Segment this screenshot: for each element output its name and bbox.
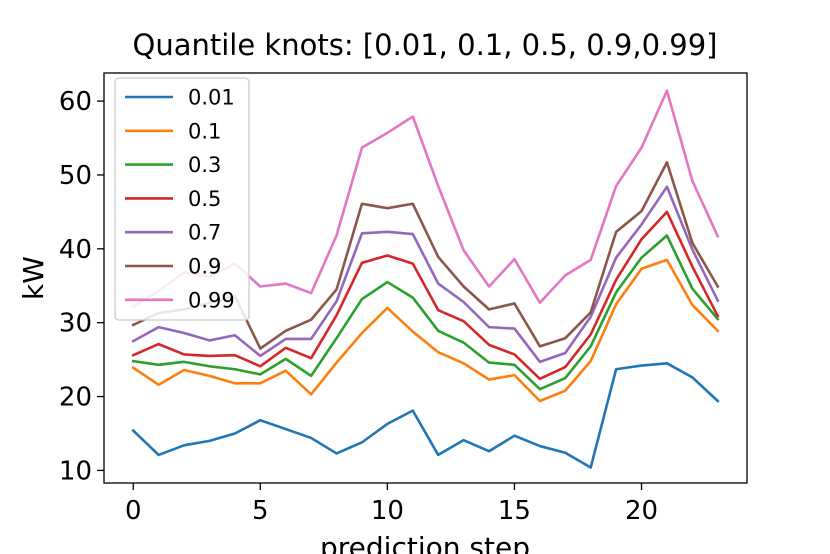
legend-label: 0.01	[188, 86, 235, 110]
y-tick-label: 20	[59, 383, 92, 413]
y-tick-label: 10	[59, 456, 92, 486]
series-line-3	[131, 210, 720, 381]
legend-label: 0.99	[188, 288, 235, 312]
plot-frame	[103, 72, 748, 484]
x-tick-label: 5	[252, 496, 269, 526]
legend: 0.01 0.1 0.3 0.5 0.7 0.9 0.99	[114, 77, 250, 321]
y-axis-ticks: 10 20 30 40 50 60	[59, 87, 104, 486]
series-line-2	[131, 234, 720, 391]
x-tick-label: 10	[371, 496, 404, 526]
legend-label: 0.9	[188, 255, 221, 279]
y-axis-label: kW	[17, 256, 50, 300]
legend-label: 0.3	[188, 153, 221, 177]
series-line-0	[131, 362, 720, 469]
legend-label: 0.1	[188, 119, 221, 143]
y-tick-label: 50	[59, 161, 92, 191]
legend-box	[114, 77, 250, 321]
x-axis-ticks: 0 5 10 15 20	[125, 483, 658, 526]
legend-label: 0.5	[188, 187, 221, 211]
x-axis-label: prediction step	[320, 531, 530, 554]
x-tick-label: 15	[498, 496, 531, 526]
series-line-4	[131, 185, 720, 364]
chart-title: Quantile knots: [0.01, 0.1, 0.5, 0.9,0.9…	[133, 28, 718, 62]
legend-label: 0.7	[188, 221, 221, 245]
x-tick-label: 0	[125, 496, 142, 526]
y-tick-label: 30	[59, 309, 92, 339]
y-tick-label: 60	[59, 87, 92, 117]
y-tick-label: 40	[59, 235, 92, 265]
series-line-1	[131, 258, 720, 403]
x-tick-label: 20	[625, 496, 658, 526]
